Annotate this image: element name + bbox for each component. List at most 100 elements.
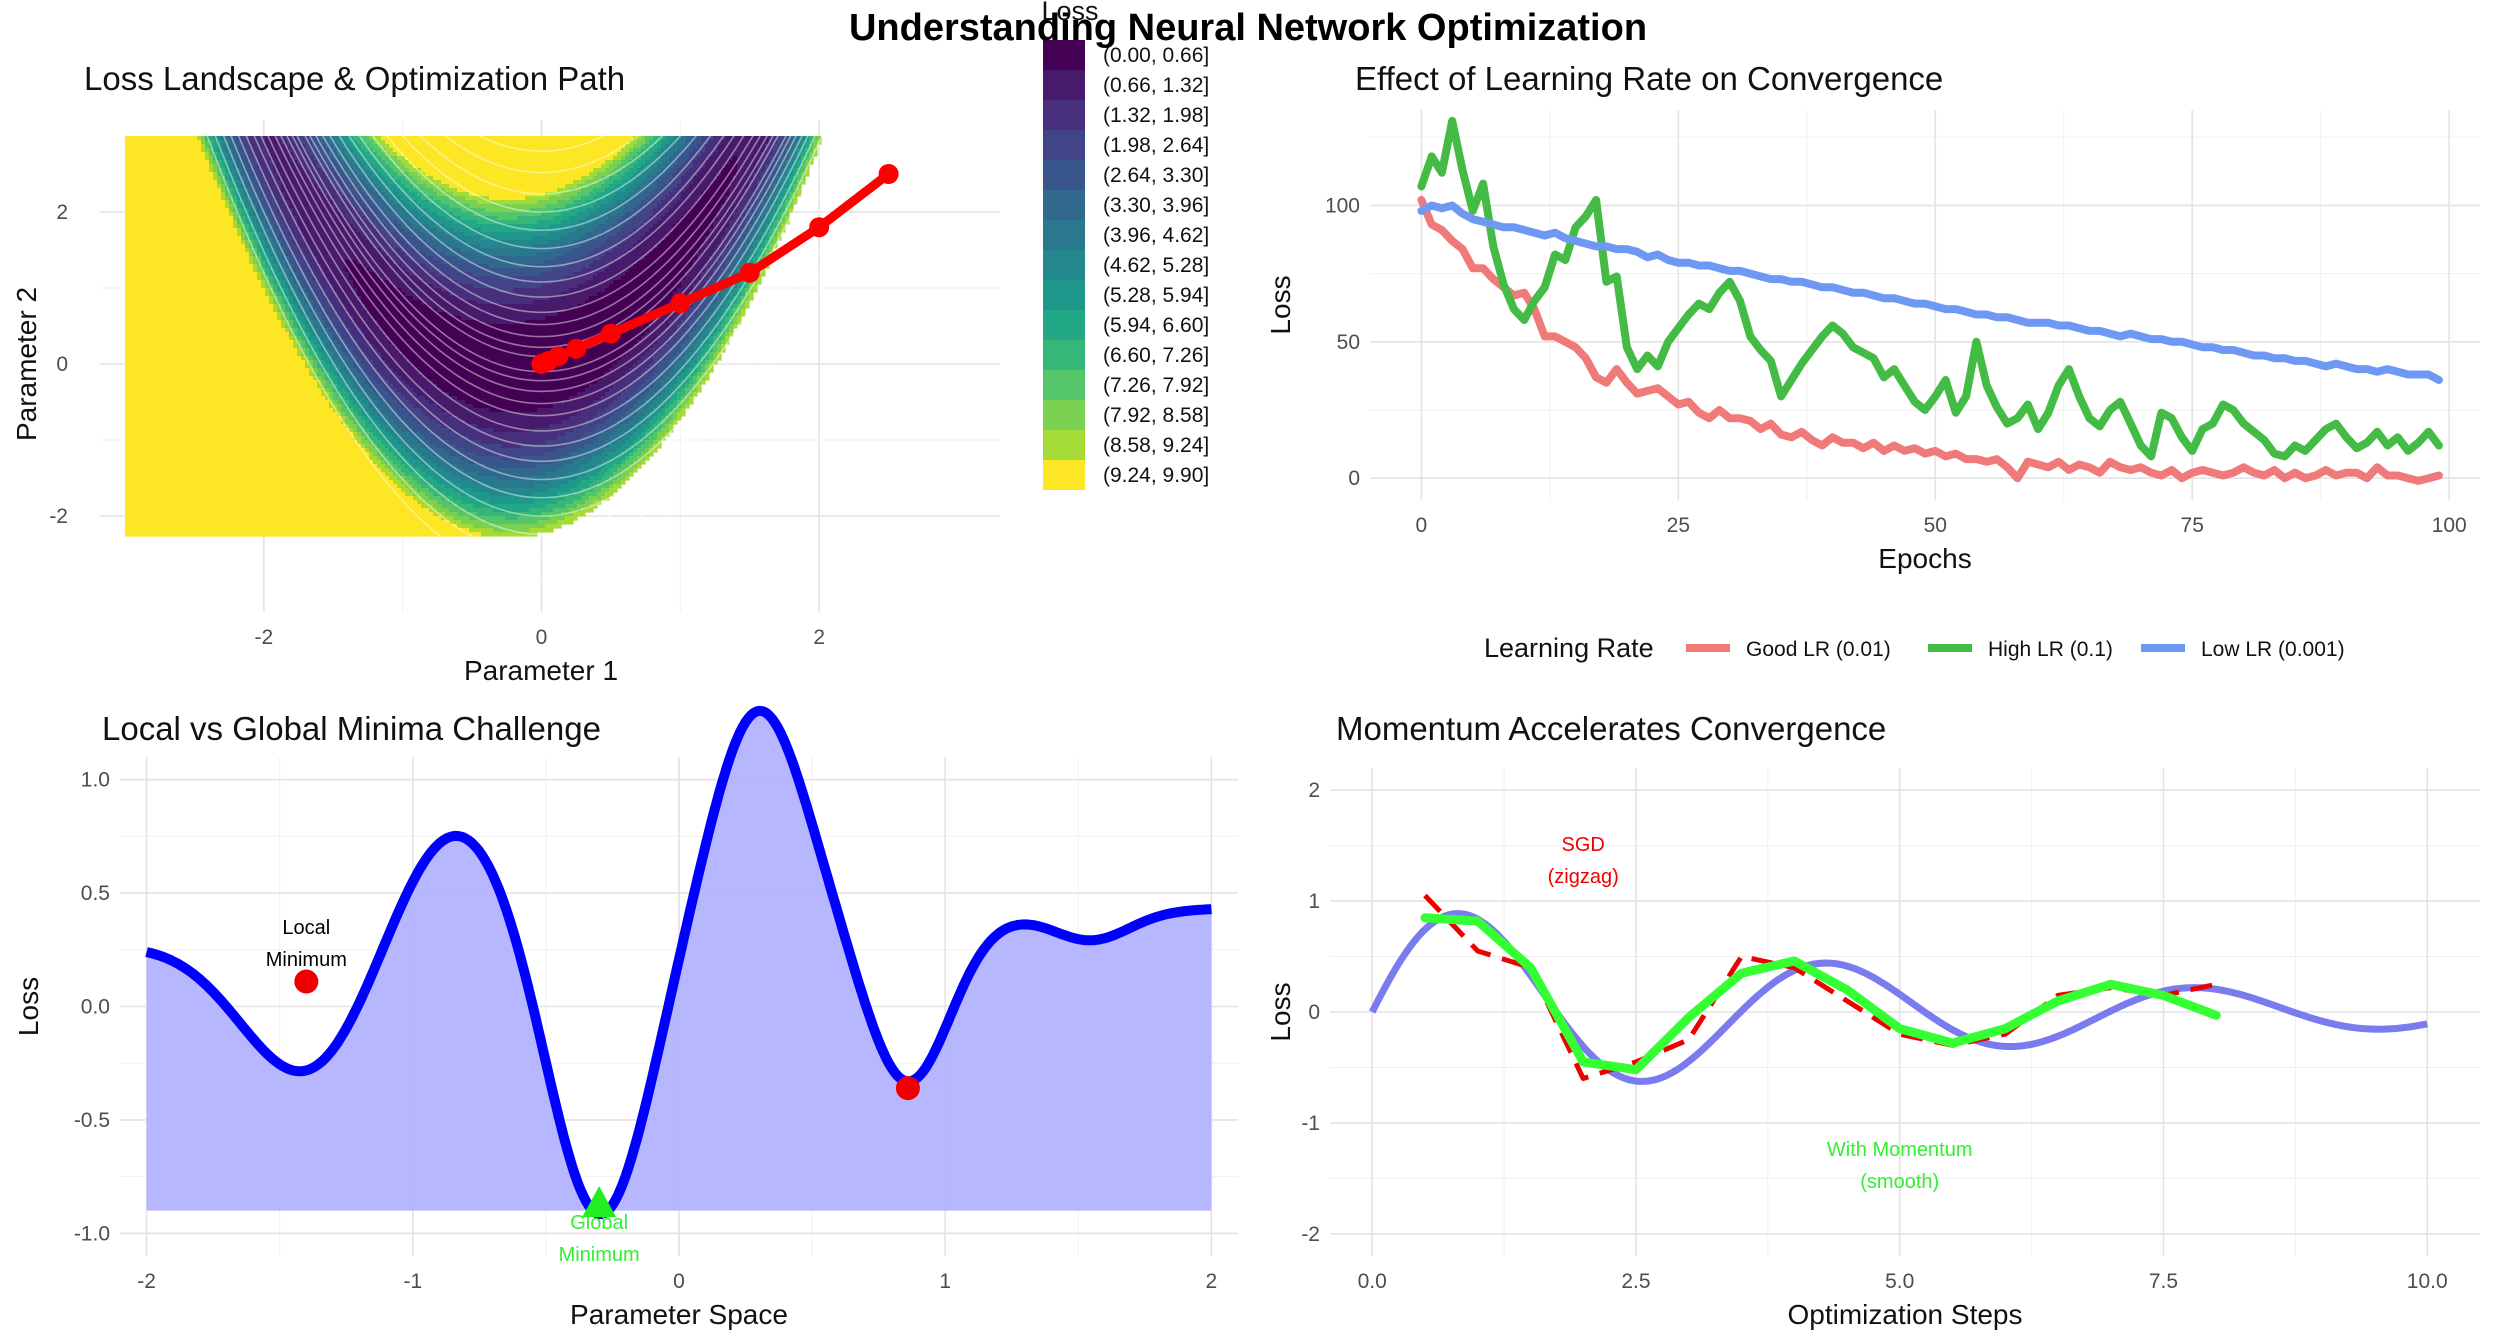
loss-band-cell (721, 312, 726, 317)
loss-band-cell (689, 376, 694, 381)
annotation-text: SGD (1562, 834, 1605, 856)
loss-band-cell (793, 196, 798, 201)
loss-band-cell (649, 428, 658, 433)
loss-band-cell (277, 136, 298, 141)
loss-band-cell (633, 468, 638, 473)
y-tick-label: -2 (49, 505, 68, 528)
loss-band-cell (625, 164, 634, 169)
loss-band-cell (401, 480, 410, 485)
loss-band-cell (217, 172, 222, 177)
loss-band-cell (593, 440, 606, 445)
loss-band-cell (325, 380, 330, 385)
loss-band-cell (317, 356, 322, 361)
loss-band-cell (341, 356, 350, 361)
loss-band-cell (281, 296, 286, 301)
loss-band-cell (249, 136, 266, 141)
loss-band-cell (365, 332, 386, 337)
loss-band-cell (673, 356, 682, 361)
loss-band-cell (321, 284, 334, 289)
loss-band-cell (657, 428, 662, 433)
loss-band-cell (401, 460, 410, 465)
loss-band-cell (265, 180, 282, 185)
loss-band-cell (817, 136, 822, 141)
loss-band-cell (257, 268, 262, 273)
loss-band-cell (665, 404, 670, 409)
loss-band-cell (757, 240, 762, 245)
loss-band-cell (221, 156, 226, 161)
loss-band-cell (453, 488, 474, 493)
loss-band-cell (369, 152, 378, 157)
loss-band-cell (717, 340, 722, 345)
x-tick-label: 0 (536, 626, 548, 649)
loss-band-cell (125, 464, 378, 469)
loss-band-cell (261, 244, 266, 249)
contour-line (245, 136, 838, 481)
loss-band-cell (669, 404, 678, 409)
loss-band-cell (753, 280, 758, 285)
loss-band-cell (321, 140, 330, 145)
loss-band-cell (713, 352, 718, 357)
loss-band-cell (317, 348, 322, 353)
loss-band-cell (301, 252, 314, 257)
loss-band-cell (497, 288, 514, 293)
loss-band-cell (405, 200, 418, 205)
loss-band-cell (385, 428, 394, 433)
loss-band-cell (389, 392, 402, 397)
y-tick-label: 1.0 (81, 769, 110, 792)
loss-band-cell (649, 364, 658, 369)
loss-band-cell (773, 220, 778, 225)
loss-band-cell (253, 208, 258, 213)
loss-band-cell (305, 344, 310, 349)
loss-band-cell (245, 188, 250, 193)
loss-band-cell (305, 308, 310, 313)
loss-band-cell (385, 444, 394, 449)
loss-band-cell (369, 412, 378, 417)
loss-band-cell (801, 168, 806, 173)
loss-band-cell (609, 216, 622, 221)
loss-band-cell (393, 176, 406, 181)
loss-band-cell (289, 260, 298, 265)
loss-band-cell (633, 424, 642, 429)
loss-band-cell (253, 172, 262, 177)
loss-band-cell (733, 212, 746, 217)
loss-band-cell (289, 312, 294, 317)
loss-band-cell (397, 220, 410, 225)
loss-band-cell (297, 272, 306, 277)
loss-band-cell (345, 364, 354, 369)
loss-band-cell (377, 216, 390, 221)
loss-band-cell (661, 176, 674, 181)
y-tick-label: 0.0 (81, 996, 110, 1019)
loss-band-cell (393, 384, 410, 389)
y-tick-label: 0 (56, 353, 68, 376)
series-line (1417, 201, 2443, 384)
loss-band-cell (413, 484, 422, 489)
contour-line (237, 136, 846, 499)
loss-band-cell (589, 264, 610, 269)
loss-band-cell (353, 284, 394, 289)
loss-band-cell (417, 180, 430, 185)
loss-band-cell (549, 516, 566, 521)
x-axis-title: Epochs (1878, 543, 1971, 574)
loss-band-cell (401, 392, 418, 397)
loss-band-cell (437, 420, 466, 425)
loss-band-cell (693, 284, 706, 289)
loss-band-cell (373, 460, 382, 465)
loss-band-cell (653, 400, 662, 405)
loss-band-cell (713, 180, 734, 185)
loss-band-cell (345, 308, 366, 313)
loss-band-cell (253, 196, 258, 201)
loss-band-cell (781, 180, 786, 185)
loss-band-cell (301, 344, 306, 349)
loss-band-cell (385, 332, 646, 337)
loss-band-cell (545, 192, 562, 197)
loss-band-cell (289, 304, 294, 309)
series-line (1417, 196, 2443, 485)
loss-band-cell (285, 288, 290, 293)
loss-band-cell (325, 144, 334, 149)
loss-band-cell (753, 284, 758, 289)
loss-band-cell (441, 180, 574, 185)
loss-band-cell (649, 424, 654, 429)
loss-band-cell (245, 180, 250, 185)
loss-band-cell (373, 140, 378, 145)
